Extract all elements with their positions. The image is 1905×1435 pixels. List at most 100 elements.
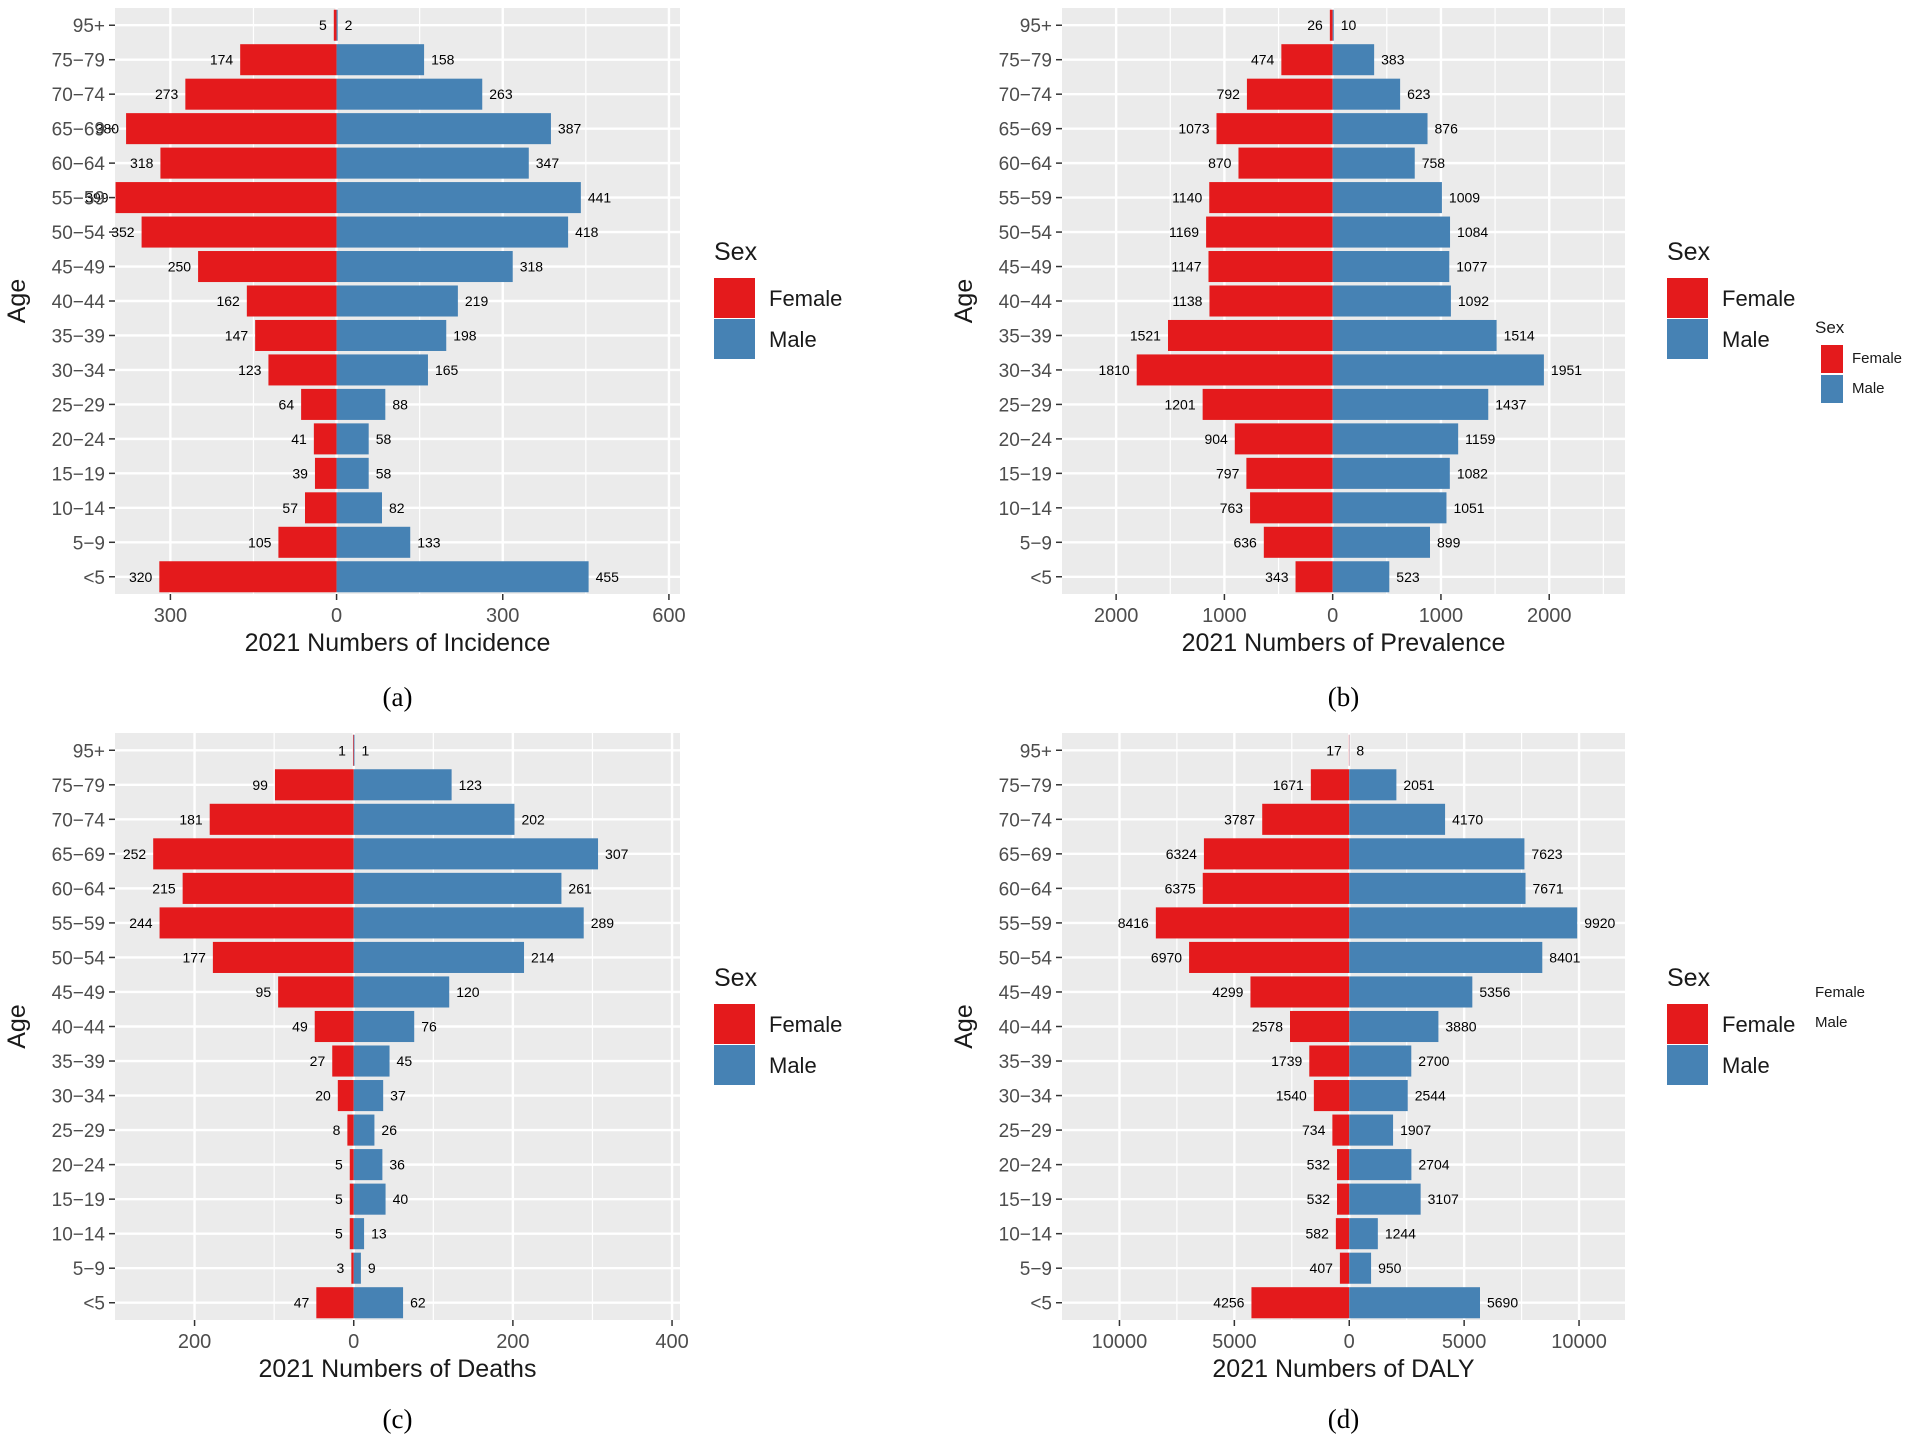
- data-label-female: 41: [291, 431, 307, 447]
- data-label-female: 26: [1307, 17, 1323, 33]
- data-label-female: 797: [1216, 465, 1240, 481]
- data-label-male: 263: [489, 86, 513, 102]
- bar-male-20-24: [336, 423, 369, 455]
- data-label-male: 950: [1378, 1260, 1402, 1276]
- legend-title: Sex: [1667, 238, 1711, 266]
- bar-female-45-49: [278, 976, 354, 1008]
- y-axis-title: Age: [3, 279, 31, 323]
- bar-male-50-54: [336, 216, 569, 248]
- legend-key-male: [714, 1045, 755, 1085]
- y-tick-label: 20−24: [52, 1156, 106, 1177]
- data-label-female: 904: [1204, 431, 1228, 447]
- bar-male-60-64: [336, 147, 529, 179]
- bar-male-50-54: [353, 941, 525, 973]
- bar-male-70-74: [353, 803, 515, 835]
- data-label-female: 532: [1307, 1191, 1331, 1207]
- bar-male-15-19: [353, 1183, 386, 1215]
- legend: Sex Female Male: [1667, 964, 1795, 1085]
- bar-female-10-14: [349, 1218, 354, 1250]
- y-tick-label: 25−29: [52, 1121, 105, 1142]
- y-tick-label: 95+: [73, 741, 105, 762]
- data-label-female: 1169: [1169, 224, 1199, 240]
- x-tick-label: 0: [348, 1331, 359, 1353]
- data-label-female: 64: [279, 396, 295, 412]
- bar-female-65-69: [1216, 113, 1333, 145]
- y-tick-label: 75−79: [52, 51, 105, 72]
- data-label-male: 62: [410, 1295, 426, 1311]
- data-label-male: 307: [605, 846, 629, 862]
- bar-female-35-39: [1309, 1045, 1350, 1077]
- bar-male-40-44: [1332, 285, 1451, 317]
- chart-panel-c: 1 1 95+ 99 123 75−79 181 202 70−74 252 307 65−69 215…: [3, 733, 842, 1434]
- bar-female-25-29: [1332, 1114, 1350, 1146]
- y-tick-label: 95+: [1020, 16, 1052, 37]
- data-label-male: 1907: [1400, 1122, 1431, 1138]
- x-tick-label: 2000: [1527, 605, 1572, 627]
- data-label-male: 289: [591, 915, 615, 931]
- bar-male-75-79: [1349, 769, 1397, 801]
- data-label-female: 250: [168, 259, 192, 275]
- bar-female-70-74: [1262, 803, 1350, 835]
- x-tick-label: 600: [652, 605, 685, 627]
- data-label-male: 198: [453, 327, 477, 343]
- y-tick-label: 70−74: [999, 85, 1053, 106]
- legend-label-female: Female: [769, 286, 842, 311]
- y-tick-label: 70−74: [52, 85, 106, 106]
- bar-female-lt5: [316, 1287, 354, 1319]
- y-tick-label: 60−64: [999, 879, 1053, 900]
- data-label-male: 88: [392, 396, 408, 412]
- ghost-legend: Sex Female Male: [1815, 318, 1902, 403]
- data-label-female: 763: [1220, 500, 1244, 516]
- data-label-female: 215: [152, 880, 176, 896]
- bar-male-45-49: [1349, 976, 1473, 1008]
- bar-female-45-49: [1208, 251, 1333, 283]
- data-label-female: 3787: [1224, 811, 1255, 827]
- bar-female-50-54: [212, 941, 354, 973]
- x-tick-label: 400: [655, 1331, 688, 1353]
- data-label-female: 407: [1310, 1260, 1334, 1276]
- bar-female-lt5: [1251, 1287, 1350, 1319]
- bar-male-25-29: [1332, 388, 1489, 420]
- bar-female-5-9: [351, 1252, 354, 1284]
- bar-female-30-34: [268, 354, 337, 386]
- data-label-female: 5: [319, 17, 327, 33]
- bar-male-20-24: [1349, 1149, 1412, 1181]
- data-label-male: 383: [1381, 52, 1405, 68]
- bar-male-70-74: [1349, 803, 1446, 835]
- y-tick-label: 75−79: [52, 776, 105, 797]
- data-label-male: 58: [376, 465, 392, 481]
- data-label-male: 1092: [1458, 293, 1489, 309]
- bar-male-10-14: [1349, 1218, 1378, 1250]
- bar-male-35-39: [353, 1045, 390, 1077]
- bar-female-75-79: [274, 769, 354, 801]
- data-label-female: 273: [155, 86, 179, 102]
- y-tick-label: 60−64: [999, 154, 1053, 175]
- y-tick-label: 65−69: [52, 845, 105, 866]
- bar-male-40-44: [336, 285, 458, 317]
- y-tick-label: 25−29: [999, 1121, 1052, 1142]
- bar-male-50-54: [1332, 216, 1451, 248]
- data-label-female: 582: [1306, 1226, 1330, 1242]
- data-label-male: 219: [465, 293, 489, 309]
- data-label-male: 120: [456, 984, 480, 1000]
- bar-male-95plus: [336, 9, 338, 41]
- legend-title: Sex: [714, 964, 758, 992]
- bar-female-60-64: [160, 147, 337, 179]
- data-label-male: 26: [381, 1122, 397, 1138]
- bar-female-35-39: [1167, 319, 1333, 351]
- bar-male-75-79: [353, 769, 452, 801]
- x-tick-label: 10000: [1551, 1331, 1607, 1353]
- y-tick-label: 5−9: [1020, 533, 1052, 554]
- data-label-male: 455: [596, 569, 620, 585]
- ghost-legend-key: [1821, 375, 1843, 403]
- y-tick-label: 5−9: [73, 533, 105, 554]
- y-axis-title: Age: [950, 279, 978, 323]
- legend-label-female: Female: [769, 1012, 842, 1037]
- y-tick-label: 95+: [1020, 741, 1052, 762]
- bar-female-20-24: [1234, 423, 1333, 455]
- data-label-male: 623: [1407, 86, 1431, 102]
- data-label-female: 870: [1208, 155, 1232, 171]
- data-label-male: 13: [371, 1226, 387, 1242]
- data-label-male: 4170: [1452, 811, 1483, 827]
- bar-male-45-49: [1332, 251, 1450, 283]
